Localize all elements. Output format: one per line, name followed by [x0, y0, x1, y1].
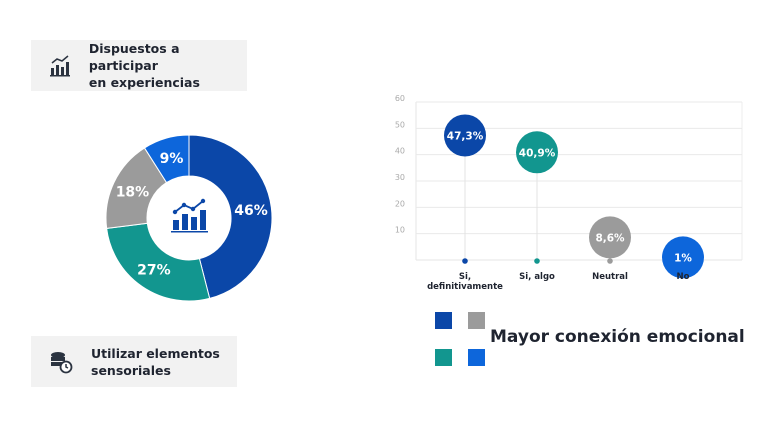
y-tick-label: 60 — [395, 94, 405, 103]
y-tick-label: 40 — [395, 147, 405, 156]
x-category-label: No — [677, 272, 690, 282]
x-category-label: Si, algo — [519, 272, 555, 282]
legend-swatch-3 — [435, 349, 452, 366]
value-label: 47,3% — [447, 130, 484, 142]
value-bubble — [589, 216, 631, 259]
card-label-line1: Dispuestos a participar — [88, 41, 180, 73]
donut-slice — [188, 134, 273, 300]
chart-title: Mayor conexión emocional — [490, 327, 745, 347]
donut-label: 18% — [116, 184, 150, 200]
donut-slice — [106, 222, 211, 302]
y-tick-label: 20 — [395, 199, 405, 208]
value-bubble — [444, 114, 486, 157]
card-dispuestos: Dispuestos a participar en experiencias — [31, 40, 247, 91]
y-tick-label: 50 — [395, 120, 405, 129]
database-clock-icon — [31, 350, 91, 374]
category-dot — [534, 258, 540, 264]
donut-label: 27% — [137, 263, 171, 279]
value-bubble — [662, 236, 704, 279]
card-label-line2: sensoriales — [91, 362, 171, 378]
category-dot — [462, 258, 468, 264]
x-category-label: Si, — [459, 272, 471, 282]
donut-slice — [143, 134, 190, 184]
x-category-label: Neutral — [592, 272, 628, 282]
card-label-line2: en experiencias — [88, 75, 200, 90]
value-label: 8,6% — [595, 232, 625, 244]
value-label: 40,9% — [519, 147, 556, 159]
donut-label: 46% — [234, 203, 268, 219]
legend-swatch-1 — [435, 312, 452, 329]
chart-icon — [171, 198, 208, 233]
y-tick-label: 30 — [395, 173, 405, 182]
y-tick-label: 10 — [395, 226, 405, 235]
chart-icon — [31, 54, 89, 77]
legend-swatch-2 — [468, 312, 485, 329]
value-label: 1% — [674, 252, 692, 264]
card-label-line1: Utilizar elementos — [91, 345, 220, 361]
category-dot — [607, 258, 613, 264]
donut-label: 9% — [160, 151, 184, 167]
card-sensoriales: Utilizar elementos sensoriales — [31, 336, 237, 387]
value-bubble — [516, 131, 558, 174]
x-category-label: definitivamente — [427, 282, 503, 292]
legend-swatch-4 — [468, 349, 485, 366]
